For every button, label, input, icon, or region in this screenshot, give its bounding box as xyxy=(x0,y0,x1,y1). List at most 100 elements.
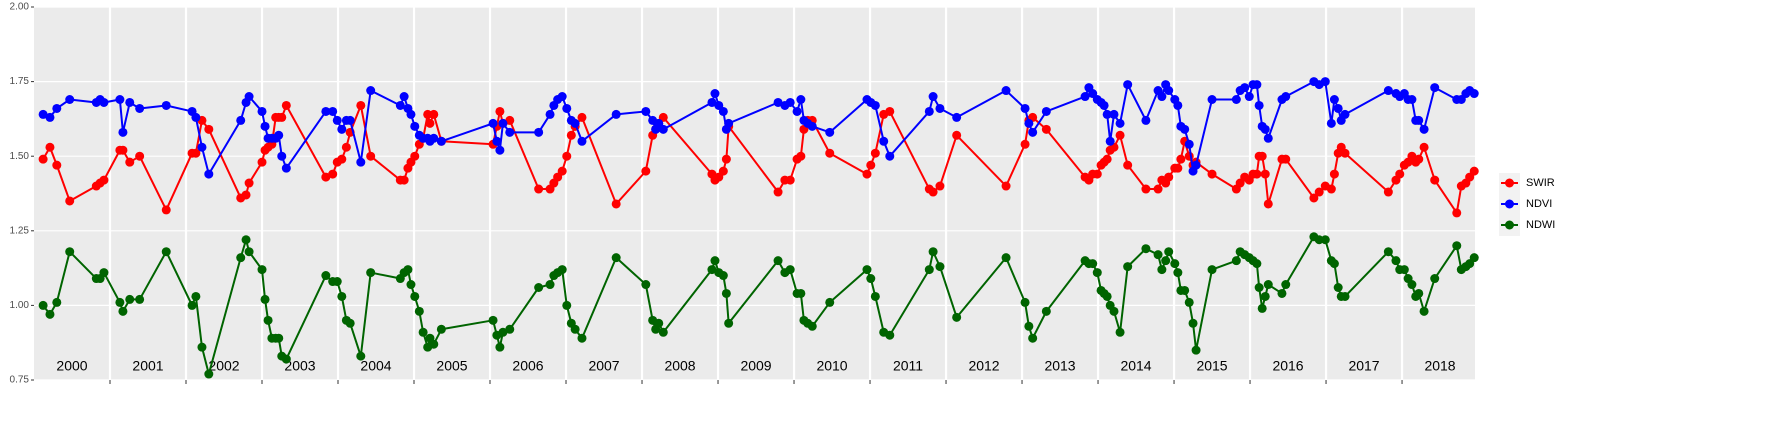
data-point xyxy=(1099,100,1109,110)
data-point xyxy=(263,315,273,325)
year-label: 2001 xyxy=(132,358,163,374)
data-point xyxy=(1333,282,1343,292)
data-point xyxy=(197,142,207,152)
data-point xyxy=(277,151,287,161)
data-point xyxy=(429,133,439,143)
data-point xyxy=(115,297,125,307)
data-point xyxy=(924,106,934,116)
data-point xyxy=(125,294,135,304)
data-point xyxy=(38,300,48,310)
data-point xyxy=(1414,115,1424,125)
data-point xyxy=(1115,327,1125,337)
data-point xyxy=(505,127,515,137)
legend-point xyxy=(1505,178,1514,188)
data-point xyxy=(654,318,664,328)
data-point xyxy=(204,369,214,379)
data-point xyxy=(1188,318,1198,328)
data-point xyxy=(928,92,938,102)
data-point xyxy=(406,280,416,290)
data-point xyxy=(191,112,201,122)
data-point xyxy=(1257,303,1267,313)
data-point xyxy=(436,324,446,334)
data-point xyxy=(281,354,291,364)
data-point xyxy=(1123,160,1133,170)
data-point xyxy=(1180,285,1190,295)
data-point xyxy=(1329,259,1339,269)
data-point xyxy=(557,265,567,275)
data-point xyxy=(257,106,267,116)
data-point xyxy=(1164,172,1174,182)
panel-background xyxy=(34,7,1475,380)
data-point xyxy=(1419,124,1429,134)
data-point xyxy=(557,92,567,102)
data-point xyxy=(1252,259,1262,269)
data-point xyxy=(1414,154,1424,164)
data-point xyxy=(935,181,945,191)
year-label: 2012 xyxy=(968,358,999,374)
data-point xyxy=(885,151,895,161)
data-point xyxy=(724,318,734,328)
y-tick-label: 1.00 xyxy=(10,300,30,311)
data-point xyxy=(65,247,75,257)
data-point xyxy=(1419,306,1429,316)
year-label: 2005 xyxy=(436,358,467,374)
data-point xyxy=(492,136,502,146)
data-point xyxy=(545,109,555,119)
data-point xyxy=(1001,86,1011,96)
year-label: 2015 xyxy=(1196,358,1227,374)
data-point xyxy=(410,121,420,131)
data-point xyxy=(410,291,420,301)
data-point xyxy=(773,187,783,197)
data-point xyxy=(1123,262,1133,272)
data-point xyxy=(38,109,48,119)
data-point xyxy=(1231,95,1241,105)
data-point xyxy=(125,97,135,107)
data-point xyxy=(1407,280,1417,290)
data-point xyxy=(1041,106,1051,116)
year-label: 2008 xyxy=(664,358,695,374)
data-point xyxy=(1469,89,1479,99)
data-point xyxy=(328,106,338,116)
data-point xyxy=(1102,109,1112,119)
data-point xyxy=(534,282,544,292)
data-point xyxy=(118,127,128,137)
data-point xyxy=(1001,181,1011,191)
data-point xyxy=(274,333,284,343)
data-point xyxy=(641,106,651,116)
data-point xyxy=(1207,169,1217,179)
data-point xyxy=(488,118,498,128)
data-point xyxy=(1020,297,1030,307)
data-point xyxy=(1430,274,1440,284)
data-point xyxy=(710,256,720,266)
data-point xyxy=(885,106,895,116)
data-point xyxy=(366,268,376,278)
data-point xyxy=(1184,139,1194,149)
data-point xyxy=(1383,247,1393,257)
data-point xyxy=(1041,124,1051,134)
data-point xyxy=(1207,265,1217,275)
data-point xyxy=(1028,127,1038,137)
data-point xyxy=(241,235,251,245)
data-point xyxy=(1252,80,1262,90)
data-point xyxy=(281,163,291,173)
data-point xyxy=(1260,291,1270,301)
data-point xyxy=(260,294,270,304)
data-point xyxy=(1176,154,1186,164)
data-point xyxy=(724,118,734,128)
data-point xyxy=(260,121,270,131)
data-point xyxy=(611,109,621,119)
data-point xyxy=(505,324,515,334)
data-point xyxy=(534,127,544,137)
data-point xyxy=(1028,333,1038,343)
data-point xyxy=(1102,291,1112,301)
data-point xyxy=(345,318,355,328)
data-point xyxy=(495,342,505,352)
data-point xyxy=(1115,118,1125,128)
data-point xyxy=(436,136,446,146)
data-point xyxy=(328,169,338,179)
data-point xyxy=(924,265,934,275)
year-label: 2011 xyxy=(893,358,923,374)
data-point xyxy=(1244,92,1254,102)
data-point xyxy=(1281,154,1291,164)
